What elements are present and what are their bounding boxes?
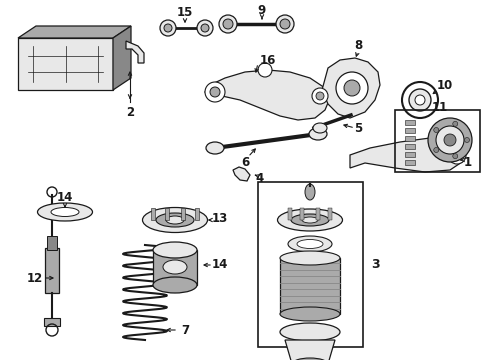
Bar [288, 208, 292, 220]
Ellipse shape [51, 207, 79, 216]
Circle shape [316, 92, 324, 100]
Polygon shape [350, 138, 465, 172]
Ellipse shape [297, 239, 323, 248]
Polygon shape [18, 26, 131, 38]
Ellipse shape [166, 216, 184, 224]
Text: 14: 14 [57, 190, 73, 203]
Bar [195, 208, 199, 220]
Circle shape [436, 126, 464, 154]
Circle shape [465, 138, 469, 143]
Bar [44, 318, 60, 326]
Ellipse shape [280, 307, 340, 321]
Text: 5: 5 [354, 122, 362, 135]
Polygon shape [18, 38, 113, 90]
Circle shape [428, 118, 472, 162]
Bar [405, 120, 415, 125]
Bar [258, 182, 363, 347]
Bar [165, 208, 169, 220]
Circle shape [444, 134, 456, 146]
Polygon shape [205, 70, 330, 120]
Text: 1: 1 [464, 156, 472, 168]
Circle shape [448, 146, 466, 164]
Ellipse shape [280, 251, 340, 265]
Circle shape [336, 72, 368, 104]
Ellipse shape [309, 128, 327, 140]
Ellipse shape [143, 207, 207, 233]
Text: 8: 8 [354, 39, 362, 51]
Ellipse shape [38, 203, 93, 221]
Circle shape [453, 151, 461, 159]
Circle shape [453, 154, 458, 159]
Ellipse shape [163, 260, 187, 274]
Bar [280, 258, 340, 314]
Circle shape [276, 15, 294, 33]
Ellipse shape [305, 184, 315, 200]
Bar [47, 236, 57, 250]
Text: 2: 2 [126, 105, 134, 118]
Circle shape [258, 63, 272, 77]
Text: 6: 6 [241, 156, 249, 168]
Text: 12: 12 [27, 271, 43, 284]
Bar [181, 208, 185, 220]
Ellipse shape [302, 217, 318, 223]
Ellipse shape [292, 358, 328, 360]
Ellipse shape [153, 277, 197, 293]
Circle shape [160, 20, 176, 36]
Circle shape [197, 20, 213, 36]
Polygon shape [322, 58, 380, 118]
Text: 3: 3 [371, 258, 379, 271]
Text: 15: 15 [177, 5, 193, 18]
Ellipse shape [153, 242, 197, 258]
Circle shape [223, 19, 233, 29]
Circle shape [280, 19, 290, 29]
Bar [405, 160, 415, 165]
Bar [45, 248, 59, 293]
Bar [405, 128, 415, 133]
Ellipse shape [277, 209, 343, 231]
Bar [405, 152, 415, 157]
Ellipse shape [156, 213, 194, 227]
Text: 16: 16 [260, 54, 276, 67]
Circle shape [402, 82, 438, 118]
Bar [395, 110, 480, 172]
Circle shape [409, 89, 431, 111]
Polygon shape [233, 167, 250, 181]
Text: 4: 4 [256, 171, 264, 185]
Bar [328, 208, 332, 220]
Text: 7: 7 [181, 324, 189, 337]
Bar [405, 144, 415, 149]
Ellipse shape [291, 214, 329, 226]
Circle shape [415, 95, 425, 105]
Bar [405, 136, 415, 141]
Ellipse shape [206, 142, 224, 154]
Circle shape [164, 24, 172, 32]
Circle shape [219, 15, 237, 33]
Bar [316, 208, 320, 220]
Bar [153, 250, 197, 285]
Text: 14: 14 [212, 258, 228, 271]
Circle shape [312, 88, 328, 104]
Text: 10: 10 [437, 78, 453, 91]
Ellipse shape [280, 323, 340, 341]
Polygon shape [126, 41, 144, 63]
Text: 11: 11 [432, 100, 448, 113]
Circle shape [434, 148, 439, 153]
Bar [151, 208, 155, 220]
Circle shape [205, 82, 225, 102]
Text: 13: 13 [212, 212, 228, 225]
Circle shape [434, 127, 439, 132]
Polygon shape [285, 340, 335, 360]
Circle shape [344, 80, 360, 96]
Ellipse shape [313, 123, 327, 133]
Circle shape [201, 24, 209, 32]
Bar [300, 208, 304, 220]
Text: 9: 9 [258, 4, 266, 17]
Polygon shape [113, 26, 131, 90]
Circle shape [210, 87, 220, 97]
Circle shape [453, 121, 458, 126]
Ellipse shape [288, 236, 332, 252]
